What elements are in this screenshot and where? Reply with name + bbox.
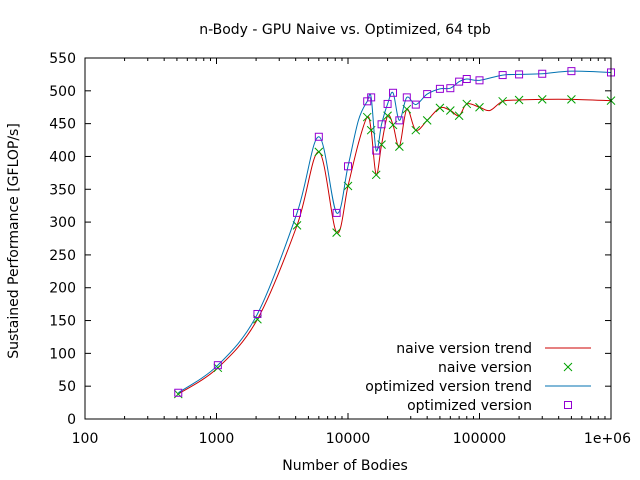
data-point-naive-version <box>253 314 262 324</box>
data-point-naive-version <box>475 102 484 112</box>
data-point-optimized-version <box>462 75 471 84</box>
data-point-optimized-version <box>455 77 464 86</box>
y-tick-label: 300 <box>49 215 76 231</box>
data-point-optimized-version <box>435 84 444 93</box>
series-line-naive-version-trend <box>177 98 612 395</box>
data-point-naive-version <box>371 170 381 180</box>
data-point-naive-version <box>445 106 455 115</box>
data-point-optimized-version <box>372 146 381 155</box>
data-point-optimized-version <box>383 99 392 108</box>
data-point-optimized-version <box>515 70 524 79</box>
y-tick-label: 100 <box>49 346 76 362</box>
plot-frame <box>84 57 612 420</box>
legend-label: naive version trend <box>396 341 532 357</box>
data-point-naive-version <box>213 363 223 373</box>
x-axis-title: Number of Bodies <box>282 458 408 474</box>
data-point-naive-version <box>498 96 508 106</box>
x-tick-label: 1000 <box>199 431 235 447</box>
legend-swatch-marker <box>563 362 573 372</box>
data-point-optimized-version <box>314 132 323 141</box>
y-tick-label: 400 <box>49 149 76 165</box>
data-point-naive-version <box>537 94 547 104</box>
data-point-optimized-version <box>344 162 352 171</box>
series-naive-version-trend <box>177 98 612 395</box>
data-point-optimized-version <box>475 76 484 85</box>
data-point-naive-version <box>332 228 341 237</box>
series-optimized-version <box>174 67 615 397</box>
data-point-optimized-version <box>395 116 404 125</box>
data-point-naive-version <box>394 142 404 151</box>
data-point-optimized-version <box>389 88 398 97</box>
legend: naive version trend naive version optimize… <box>365 341 591 414</box>
data-point-optimized-version <box>538 69 547 78</box>
data-point-optimized-version <box>332 208 341 217</box>
axes: 0 50 100 150 200 250 300 350 400 450 500 550 100 1000… <box>49 51 631 447</box>
data-point-optimized-version <box>293 208 302 217</box>
y-tick-label: 550 <box>49 51 76 67</box>
x-tick-label: 100000 <box>453 431 506 447</box>
y-axis-title: Sustained Performance [GFLOP/s] <box>6 123 22 359</box>
chart-title: n-Body - GPU Naive vs. Optimized, 64 tpb <box>199 22 491 38</box>
data-point-optimized-version <box>174 388 183 397</box>
series-optimized-version-trend <box>177 70 612 394</box>
legend-swatch-marker <box>564 401 572 409</box>
data-point-optimized-version <box>402 93 411 102</box>
data-point-optimized-version <box>423 90 432 99</box>
data-point-naive-version <box>514 95 524 105</box>
data-point-naive-version <box>314 147 324 157</box>
data-point-optimized-version <box>411 100 420 109</box>
y-tick-label: 150 <box>49 314 76 330</box>
data-point-naive-version <box>362 112 372 122</box>
y-tick-label: 0 <box>67 412 76 428</box>
series-naive-version <box>173 94 616 399</box>
y-tick-label: 250 <box>49 248 76 264</box>
data-point-naive-version <box>411 125 421 135</box>
y-tick-label: 450 <box>49 117 76 133</box>
data-point-naive-version <box>292 221 302 230</box>
data-point-naive-version <box>422 116 432 125</box>
data-point-optimized-version <box>498 71 507 80</box>
data-point-optimized-version <box>213 361 222 370</box>
data-point-optimized-version <box>567 67 576 76</box>
data-point-optimized-version <box>253 309 262 318</box>
data-point-optimized-version <box>367 93 376 102</box>
plot-series <box>173 67 616 399</box>
series-line-optimized-version-trend <box>177 70 612 394</box>
data-point-naive-version <box>454 111 464 121</box>
data-point-naive-version <box>567 94 576 104</box>
x-tick-label: 100 <box>72 431 99 447</box>
data-point-optimized-version <box>446 84 455 93</box>
y-tick-label: 200 <box>49 281 76 297</box>
x-tick-label: 1e+06 <box>584 431 631 447</box>
data-point-naive-version <box>435 103 445 113</box>
data-point-naive-version <box>462 99 472 109</box>
legend-label: optimized version trend <box>365 379 532 395</box>
data-point-optimized-version <box>377 120 386 129</box>
legend-label: optimized version <box>407 398 532 414</box>
y-tick-label: 350 <box>49 182 76 198</box>
y-tick-label: 50 <box>58 379 76 395</box>
x-tick-label: 10000 <box>326 431 371 447</box>
y-tick-label: 500 <box>49 84 76 100</box>
legend-label: naive version <box>438 360 532 376</box>
